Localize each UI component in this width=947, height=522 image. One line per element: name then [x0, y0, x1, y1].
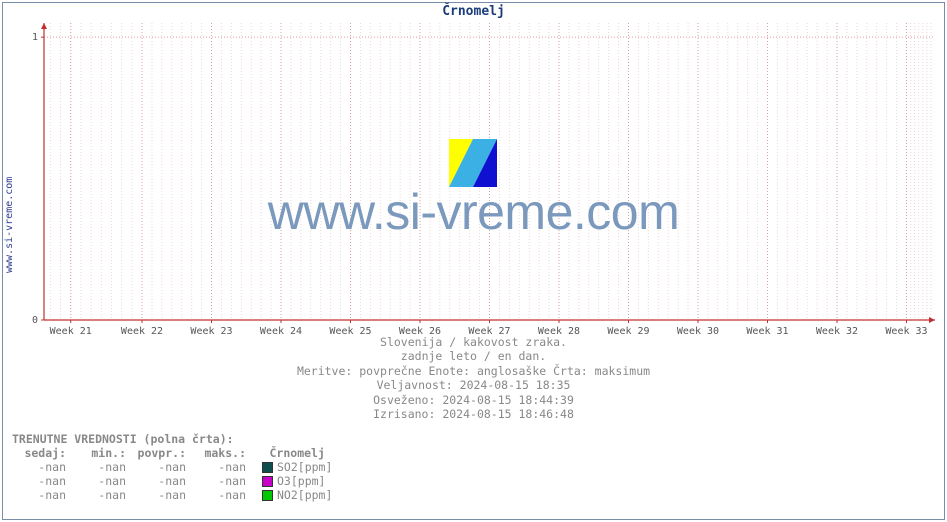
- legend-swatch-icon: [262, 462, 273, 473]
- footer-line: zadnje leto / en dan.: [0, 349, 947, 363]
- legend-value: -nan: [132, 474, 192, 488]
- chart-footer: Slovenija / kakovost zraka.zadnje leto /…: [0, 335, 947, 421]
- legend-series: O3[ppm]: [252, 474, 338, 488]
- legend-table: TRENUTNE VREDNOSTI (polna črta):sedaj:mi…: [12, 432, 338, 502]
- legend-series: SO2[ppm]: [252, 460, 338, 474]
- legend-value: -nan: [12, 460, 72, 474]
- svg-text:0: 0: [32, 315, 38, 326]
- footer-line: Osveženo: 2024-08-15 18:44:39: [0, 393, 947, 407]
- legend-col-header: min.:: [72, 446, 132, 460]
- footer-line: Veljavnost: 2024-08-15 18:35: [0, 378, 947, 392]
- legend-series: NO2[ppm]: [252, 488, 338, 502]
- legend-value: -nan: [192, 488, 252, 502]
- legend-value: -nan: [72, 474, 132, 488]
- legend-col-header: maks.:: [192, 446, 252, 460]
- legend-row: -nan-nan-nan-nanNO2[ppm]: [12, 488, 338, 502]
- legend-swatch-icon: [262, 476, 273, 487]
- legend-series-label: O3[ppm]: [277, 474, 325, 488]
- legend-value: -nan: [192, 474, 252, 488]
- legend-series-label: SO2[ppm]: [277, 460, 332, 474]
- legend-value: -nan: [12, 474, 72, 488]
- legend-value: -nan: [72, 488, 132, 502]
- legend-row: -nan-nan-nan-nanO3[ppm]: [12, 474, 338, 488]
- legend-value: -nan: [132, 460, 192, 474]
- legend-series-label: NO2[ppm]: [277, 488, 332, 502]
- footer-line: Meritve: povprečne Enote: anglosaške Črt…: [0, 364, 947, 378]
- legend-row: -nan-nan-nan-nanSO2[ppm]: [12, 460, 338, 474]
- legend-value: -nan: [132, 488, 192, 502]
- legend-col-header: povpr.:: [132, 446, 192, 460]
- legend-value: -nan: [12, 488, 72, 502]
- footer-line: Slovenija / kakovost zraka.: [0, 335, 947, 349]
- legend-swatch-icon: [262, 490, 273, 501]
- legend-values-table: sedaj:min.:povpr.:maks.:Črnomelj-nan-nan…: [12, 446, 338, 502]
- svg-text:1: 1: [32, 32, 38, 43]
- footer-line: Izrisano: 2024-08-15 18:46:48: [0, 407, 947, 421]
- legend-value: -nan: [72, 460, 132, 474]
- legend-station-header: Črnomelj: [252, 446, 338, 460]
- legend-col-header: sedaj:: [12, 446, 72, 460]
- legend-header: TRENUTNE VREDNOSTI (polna črta):: [12, 432, 338, 446]
- legend-value: -nan: [192, 460, 252, 474]
